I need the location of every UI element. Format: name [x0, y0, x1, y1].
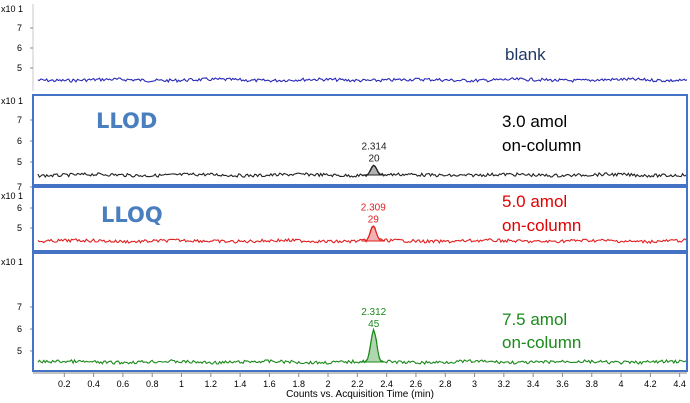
sample-label-loq: 5.0 amol [502, 192, 567, 211]
peak-rt-label: 2.309 [361, 203, 386, 214]
y-tick-label: 6 [17, 136, 22, 146]
x-tick-label: 3.4 [527, 379, 540, 389]
peak-area-label: 45 [368, 319, 380, 330]
panel-frame-loq [32, 186, 688, 252]
trace-blank [37, 76, 688, 84]
peak-rt-label: 2.312 [361, 307, 386, 318]
trace-loq [37, 225, 688, 245]
x-tick-label: 3 [472, 379, 477, 389]
x-tick-label: 3.8 [586, 379, 599, 389]
x-tick-label: 2 [326, 379, 331, 389]
peak-area-label: 29 [368, 215, 380, 226]
peak-area-label: 20 [368, 154, 380, 165]
y-tick-label: 6 [17, 43, 22, 53]
y-tick-label: 7 [17, 302, 22, 312]
panel-frame-lod [32, 94, 688, 186]
sample-label-line2-lod: on-column [502, 136, 581, 155]
y-tick-label: 6 [17, 203, 22, 213]
limit-label-loq: LLOQ [101, 203, 163, 227]
peak-area-lod [362, 165, 386, 176]
peak-area-loq [361, 226, 385, 242]
x-tick-label: 1.8 [292, 379, 305, 389]
x-tick-label: 4.4 [673, 379, 686, 389]
panel-frame-high [32, 252, 688, 372]
sample-label-blank: blank [505, 45, 546, 64]
y-scale-label: x10 1 [1, 191, 23, 201]
sample-label-high: 7.5 amol [502, 310, 567, 329]
x-axis-label: Counts vs. Acquisition Time (min) [286, 389, 434, 400]
x-tick-label: 0.2 [58, 379, 71, 389]
sample-label-line2-high: on-column [502, 333, 581, 352]
trace-high [37, 327, 688, 365]
x-tick-label: 3.2 [498, 379, 511, 389]
y-tick-label: 5 [17, 157, 22, 167]
sample-label-line2-loq: on-column [502, 216, 581, 235]
panel-blank: x10 1 5 6 7 blank [1, 4, 688, 91]
y-tick-label: 7 [17, 182, 22, 192]
x-tick-label: 2.8 [439, 379, 452, 389]
y-scale-label: x10 1 [1, 96, 23, 106]
y-tick-label: 7 [17, 23, 22, 33]
y-tick-label: 7 [17, 115, 22, 125]
x-tick-label: 1 [179, 379, 184, 389]
x-tick-label: 0.6 [117, 379, 130, 389]
y-tick-label: 6 [17, 324, 22, 334]
sample-label-lod: 3.0 amol [502, 112, 567, 131]
x-tick-label: 1.6 [263, 379, 276, 389]
x-tick-label: 2.4 [380, 379, 393, 389]
x-tick-label: 1.4 [234, 379, 247, 389]
y-scale-label: x10 1 [1, 4, 23, 14]
x-tick-label: 2.2 [351, 379, 364, 389]
x-tick-label: 0.4 [87, 379, 100, 389]
x-tick-label: 4 [619, 379, 624, 389]
y-scale-label: x10 1 [1, 257, 23, 267]
x-tick-label: 4.2 [644, 379, 657, 389]
limit-label-lod: LLOD [96, 109, 157, 133]
y-tick-label: 5 [17, 63, 22, 73]
peak-area-high [362, 330, 386, 363]
y-tick-label: 5 [17, 346, 22, 356]
peak-rt-label: 2.314 [362, 142, 387, 153]
y-tick-label: 5 [17, 223, 22, 233]
x-tick-label: 3.6 [556, 379, 569, 389]
x-axis: 0.2 0.4 0.6 0.8 1 1.2 1.4 1.6 1.8 2 2.2 2.4 2.6 2.8 3 3… [33, 372, 687, 389]
x-tick-label: 0.8 [146, 379, 159, 389]
x-tick-label: 1.2 [205, 379, 218, 389]
x-tick-label: 2.6 [410, 379, 423, 389]
